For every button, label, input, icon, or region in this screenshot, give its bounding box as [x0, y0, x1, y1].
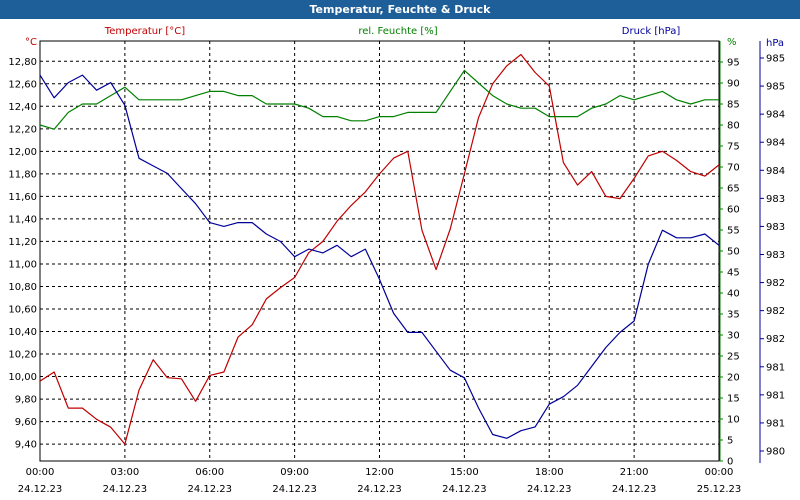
- temperature-tick-label: 10,40: [8, 327, 37, 338]
- temperature-series-label: Temperatur [°C]: [104, 26, 185, 37]
- humidity-tick-label: 40: [727, 289, 740, 300]
- pressure-tick-label: 980: [766, 447, 785, 458]
- temperature-tick-label: 12,00: [8, 147, 37, 158]
- humidity-tick-label: 0: [727, 457, 733, 468]
- temperature-tick-label: 10,00: [8, 372, 37, 383]
- x-tick-time: 03:00: [110, 467, 139, 478]
- pressure-tick-label: 983: [766, 222, 785, 233]
- humidity-tick-label: 55: [727, 226, 740, 237]
- humidity-unit: %: [727, 37, 737, 48]
- time-axis: 00:00 24.12.23 03:00 24.12.23 06:00 24.12.23 0…: [18, 467, 742, 495]
- temperature-tick-label: 11,80: [8, 169, 37, 180]
- humidity-tick-label: 5: [727, 436, 733, 447]
- temperature-tick-label: 12,60: [8, 79, 37, 90]
- temperature-line: [39, 53, 720, 445]
- x-tick-date: 24.12.23: [357, 484, 402, 495]
- x-tick-time: 00:00: [26, 467, 55, 478]
- x-tick-date: 24.12.23: [527, 484, 572, 495]
- pressure-tick-label: 982: [766, 334, 785, 345]
- x-tick-date: 24.12.23: [612, 484, 657, 495]
- pressure-tick-label: 984: [766, 110, 785, 121]
- temperature-tick-label: 11,20: [8, 237, 37, 248]
- temperature-tick-label: 10,80: [8, 282, 37, 293]
- humidity-tick-label: 90: [727, 79, 740, 90]
- pressure-axis: 985 985 984 984 984 983 983 983 982 982 982 981 981 9…: [759, 38, 785, 463]
- pressure-tick-label: 983: [766, 250, 785, 261]
- x-tick-date: 25.12.23: [697, 484, 742, 495]
- humidity-tick-label: 50: [727, 247, 740, 258]
- humidity-tick-label: 80: [727, 121, 740, 132]
- x-tick-date: 24.12.23: [18, 484, 63, 495]
- pressure-tick-label: 985: [766, 82, 785, 93]
- x-tick-date: 24.12.23: [272, 484, 317, 495]
- pressure-tick-label: 982: [766, 306, 785, 317]
- pressure-tick-label: 981: [766, 418, 785, 429]
- humidity-tick-label: 25: [727, 352, 740, 363]
- x-tick-date: 24.12.23: [103, 484, 148, 495]
- x-tick-date: 24.12.23: [187, 484, 232, 495]
- temperature-tick-label: 9,40: [15, 440, 37, 451]
- x-tick-time: 15:00: [450, 467, 479, 478]
- temperature-tick-label: 10,60: [8, 304, 37, 315]
- humidity-line: [39, 69, 719, 130]
- temperature-tick-label: 12,40: [8, 102, 37, 113]
- pressure-tick-label: 981: [766, 390, 785, 401]
- pressure-tick-label: 984: [766, 166, 785, 177]
- pressure-tick-label: 981: [766, 362, 785, 373]
- x-tick-time: 00:00: [705, 467, 734, 478]
- chart-area: 12,80 12,60 12,40 12,20 12,00 11,80 11,60 11,40…: [8, 26, 785, 495]
- pressure-line: [39, 74, 720, 439]
- pressure-tick-label: 983: [766, 194, 785, 205]
- temperature-tick-label: 9,80: [15, 395, 37, 406]
- x-tick-time: 21:00: [620, 467, 649, 478]
- x-tick-time: 18:00: [535, 467, 564, 478]
- humidity-tick-label: 20: [727, 373, 740, 384]
- chart-title: Temperatur, Feuchte & Druck: [309, 3, 491, 16]
- temperature-unit: °C: [25, 37, 37, 48]
- x-tick-time: 09:00: [280, 467, 309, 478]
- pressure-unit: hPa: [766, 38, 784, 49]
- grid-lines: [40, 41, 719, 461]
- pressure-tick-label: 985: [766, 54, 785, 65]
- humidity-tick-label: 65: [727, 184, 740, 195]
- x-tick-time: 12:00: [365, 467, 394, 478]
- series-labels: Temperatur [°C] rel. Feuchte [%] Druck [hP…: [104, 26, 681, 37]
- pressure-series-label: Druck [hPa]: [622, 26, 681, 37]
- humidity-tick-label: 35: [727, 310, 740, 321]
- humidity-tick-label: 70: [727, 163, 740, 174]
- temperature-tick-label: 11,00: [8, 259, 37, 270]
- series-lines: [39, 53, 720, 445]
- humidity-tick-label: 95: [727, 58, 740, 69]
- temperature-tick-label: 10,20: [8, 350, 37, 361]
- temperature-tick-label: 11,60: [8, 192, 37, 203]
- temperature-axis: 12,80 12,60 12,40 12,20 12,00 11,80 11,60 11,40…: [8, 37, 37, 451]
- temperature-tick-label: 11,40: [8, 214, 37, 225]
- pressure-tick-label: 982: [766, 278, 785, 289]
- humidity-tick-label: 45: [727, 268, 740, 279]
- humidity-tick-label: 85: [727, 100, 740, 111]
- temperature-tick-label: 12,80: [8, 57, 37, 68]
- humidity-tick-label: 30: [727, 331, 740, 342]
- x-tick-date: 24.12.23: [442, 484, 487, 495]
- humidity-series-label: rel. Feuchte [%]: [358, 26, 437, 37]
- chart-title-bar: Temperatur, Feuchte & Druck: [0, 0, 800, 19]
- pressure-tick-label: 984: [766, 138, 785, 149]
- temperature-tick-label: 9,60: [15, 417, 37, 428]
- humidity-tick-label: 15: [727, 394, 740, 405]
- humidity-tick-label: 75: [727, 142, 740, 153]
- humidity-tick-label: 10: [727, 415, 740, 426]
- humidity-tick-label: 60: [727, 205, 740, 216]
- x-tick-time: 06:00: [195, 467, 224, 478]
- temperature-tick-label: 12,20: [8, 124, 37, 135]
